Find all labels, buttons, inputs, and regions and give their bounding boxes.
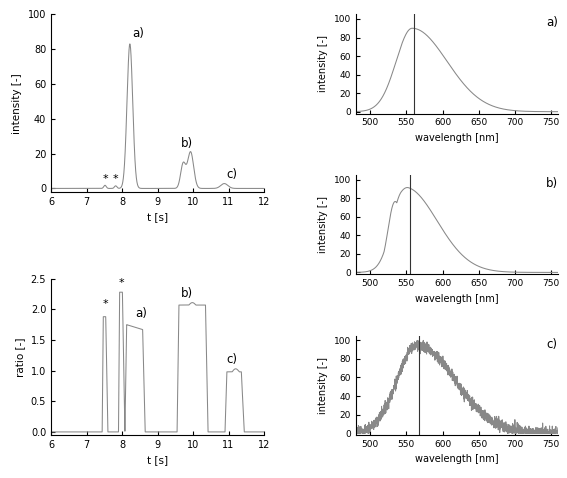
Text: b): b) xyxy=(181,137,193,150)
Text: a): a) xyxy=(133,27,145,40)
X-axis label: wavelength [nm]: wavelength [nm] xyxy=(415,455,499,465)
Text: *: * xyxy=(119,278,124,288)
Y-axis label: intensity [-]: intensity [-] xyxy=(318,357,328,414)
X-axis label: t [s]: t [s] xyxy=(147,456,168,466)
Y-axis label: ratio [-]: ratio [-] xyxy=(15,337,25,377)
Text: *: * xyxy=(102,299,108,309)
Text: b): b) xyxy=(547,177,558,190)
Text: a): a) xyxy=(136,307,147,320)
Text: c): c) xyxy=(547,337,557,351)
Text: c): c) xyxy=(227,353,238,366)
Y-axis label: intensity [-]: intensity [-] xyxy=(318,35,328,92)
Y-axis label: intensity [-]: intensity [-] xyxy=(12,73,22,133)
X-axis label: t [s]: t [s] xyxy=(147,212,168,222)
Y-axis label: intensity [-]: intensity [-] xyxy=(318,196,328,253)
Text: c): c) xyxy=(227,168,238,181)
X-axis label: wavelength [nm]: wavelength [nm] xyxy=(415,293,499,304)
Text: *: * xyxy=(102,174,108,184)
Text: a): a) xyxy=(547,16,558,29)
Text: *: * xyxy=(113,174,119,184)
Text: b): b) xyxy=(181,287,193,300)
X-axis label: wavelength [nm]: wavelength [nm] xyxy=(415,133,499,143)
